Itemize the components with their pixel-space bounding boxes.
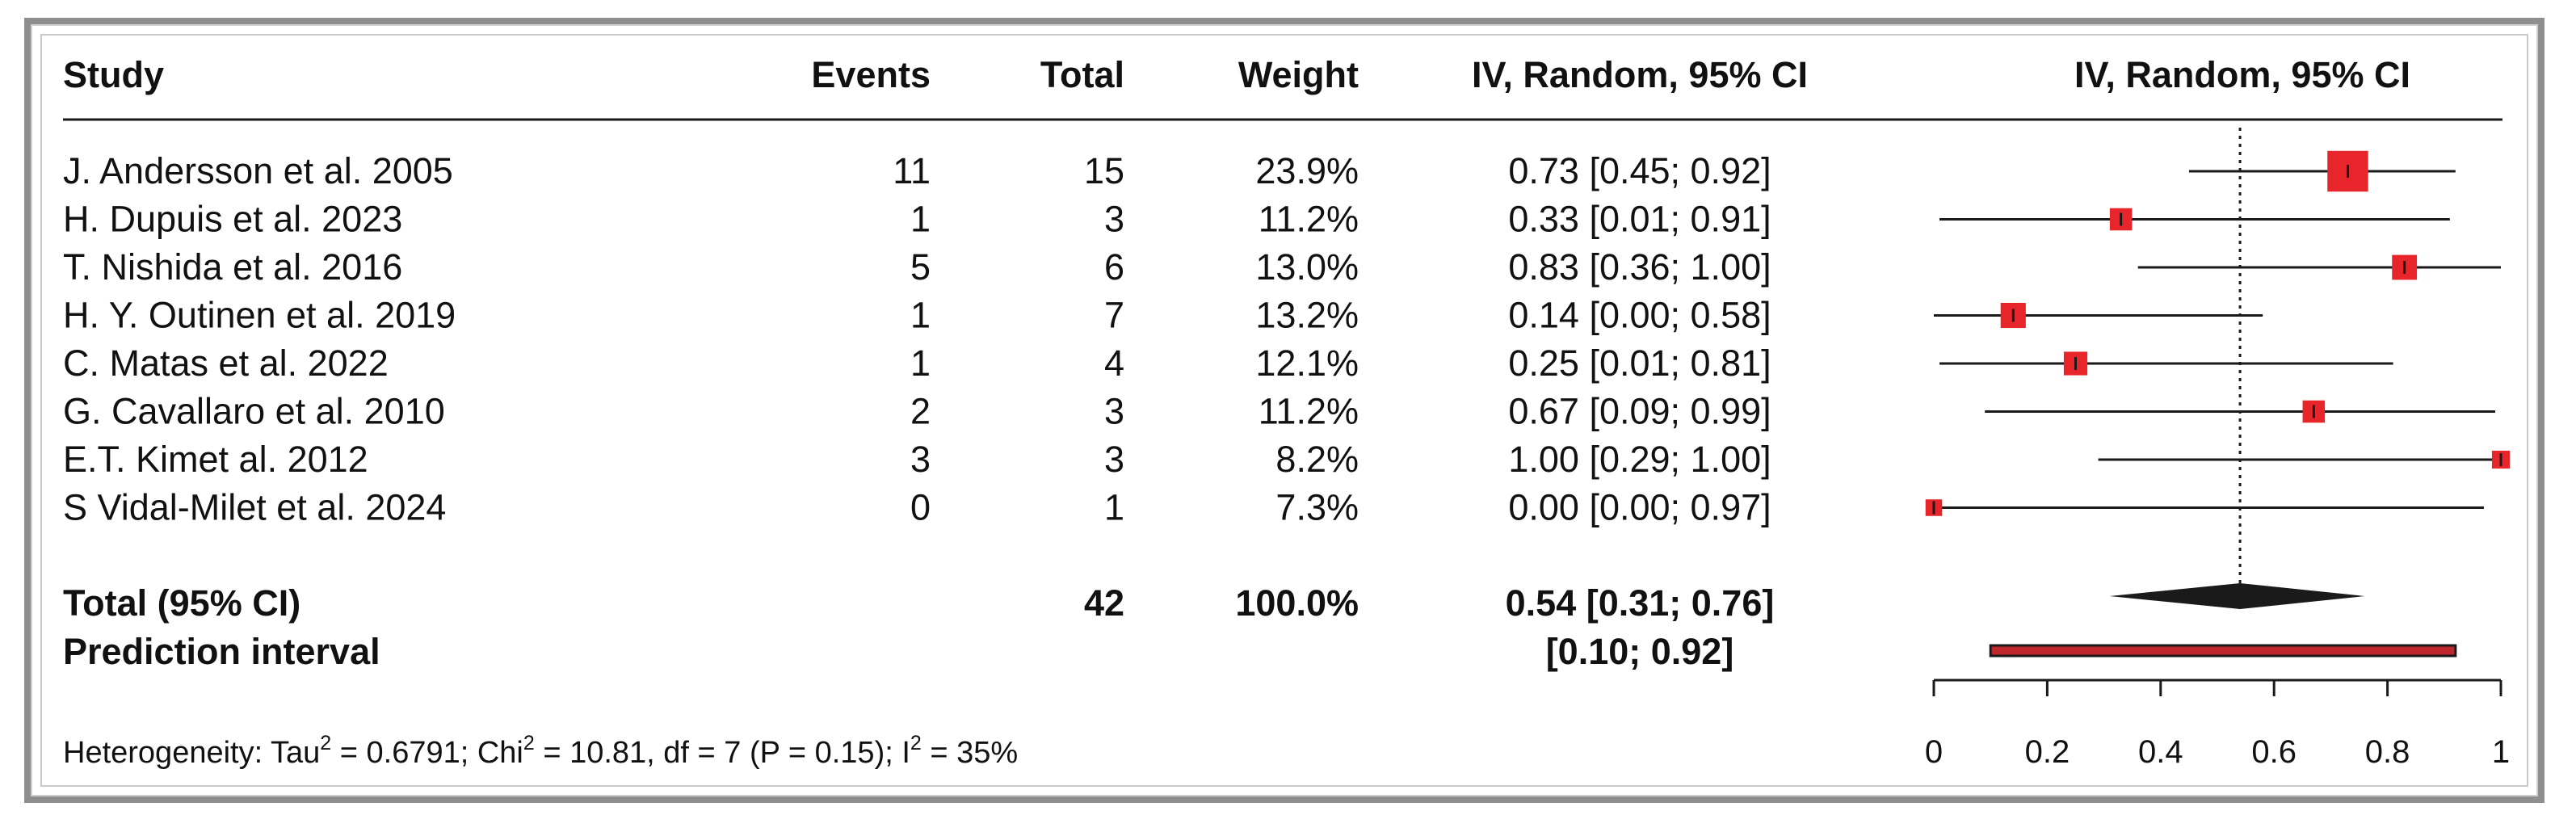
study-events: 11 (893, 150, 931, 191)
header-ci: IV, Random, 95% CI (1472, 54, 1808, 95)
study-weight: 7.3% (1275, 487, 1359, 528)
plot-marks (1925, 128, 2511, 658)
study-ci: 0.14 [0.00; 0.58] (1508, 295, 1771, 336)
study-row: C. Matas et al. 2022 1 4 12.1% 0.25 [0.01; 0… (63, 342, 1771, 384)
het-tau-sup: 2 (320, 732, 331, 754)
study-total: 3 (1104, 391, 1124, 432)
study-ci: 1.00 [0.29; 1.00] (1508, 439, 1771, 480)
study-total: 4 (1104, 342, 1124, 384)
axis-tick-label: 0.2 (2025, 734, 2070, 770)
total-total: 42 (1084, 582, 1124, 624)
study-total: 3 (1104, 199, 1124, 240)
figure-inner-border (40, 34, 2528, 787)
total-label: Total (95% CI) (63, 582, 300, 624)
prediction-row: Prediction interval [0.10; 0.92] (63, 631, 1733, 672)
study-weight: 8.2% (1275, 439, 1359, 480)
total-ci: 0.54 [0.31; 0.76] (1506, 582, 1775, 624)
study-weight: 23.9% (1255, 150, 1359, 191)
study-ci: 0.83 [0.36; 1.00] (1508, 246, 1771, 288)
study-row: G. Cavallaro et al. 2010 2 3 11.2% 0.67 [0.0… (63, 391, 1771, 432)
het-i-val: = 35% (922, 736, 1018, 770)
study-ci: 0.33 [0.01; 0.91] (1508, 199, 1771, 240)
study-total: 15 (1084, 150, 1124, 191)
header-weight: Weight (1238, 54, 1359, 95)
het-i-sup: 2 (910, 732, 922, 754)
study-weight: 13.0% (1255, 246, 1359, 288)
axis-tick-label: 0.6 (2251, 734, 2297, 770)
study-ci: 0.73 [0.45; 0.92] (1508, 150, 1771, 191)
study-name: T. Nishida et al. 2016 (63, 246, 402, 288)
het-tau-val: = 0.6791; Chi (331, 736, 523, 770)
axis-tick-label: 0.8 (2365, 734, 2410, 770)
table-header: Study Events Total Weight IV, Random, 95… (63, 54, 2410, 95)
study-name: J. Andersson et al. 2005 (63, 150, 453, 191)
total-row: Total (95% CI) 42 100.0% 0.54 [0.31; 0.7… (63, 582, 1774, 624)
study-events: 3 (910, 439, 931, 480)
study-total: 6 (1104, 246, 1124, 288)
study-name: G. Cavallaro et al. 2010 (63, 391, 445, 432)
header-events: Events (811, 54, 931, 95)
heterogeneity-text: Heterogeneity: Tau2 = 0.6791; Chi2 = 10.… (63, 732, 1018, 770)
study-weight: 12.1% (1255, 342, 1359, 384)
axis-tick-label: 0 (1925, 734, 1943, 770)
study-rows: J. Andersson et al. 2005 11 15 23.9% 0.73 [0… (63, 150, 1771, 528)
axis-tick-label: 0.4 (2138, 734, 2183, 770)
prediction-ci: [0.10; 0.92] (1546, 631, 1734, 672)
prediction-bar (1989, 644, 2457, 658)
het-chi-sup: 2 (523, 732, 535, 754)
study-weight: 11.2% (1259, 391, 1359, 432)
study-name: S Vidal-Milet et al. 2024 (63, 487, 446, 528)
het-prefix: Heterogeneity: Tau (63, 736, 320, 770)
study-total: 3 (1104, 439, 1124, 480)
het-chi-val: = 10.81, df = 7 (P = 0.15); I (535, 736, 910, 770)
study-weight: 11.2% (1259, 199, 1359, 240)
study-row: T. Nishida et al. 2016 5 6 13.0% 0.83 [0.36;… (63, 246, 1771, 288)
header-study: Study (63, 54, 164, 95)
study-row: H. Y. Outinen et al. 2019 1 7 13.2% 0.14 [0.… (63, 295, 1771, 336)
study-ci: 0.25 [0.01; 0.81] (1508, 342, 1771, 384)
study-name: H. Dupuis et al. 2023 (63, 199, 402, 240)
study-row: J. Andersson et al. 2005 11 15 23.9% 0.73 [0… (63, 150, 1771, 191)
study-events: 1 (910, 199, 931, 240)
study-events: 1 (910, 295, 931, 336)
axis-tick-label: 1 (2492, 734, 2510, 770)
pooled-diamond (2109, 583, 2365, 609)
study-name: H. Y. Outinen et al. 2019 (63, 295, 456, 336)
prediction-label: Prediction interval (63, 631, 380, 672)
header-plot: IV, Random, 95% CI (2074, 54, 2410, 95)
study-total: 1 (1104, 487, 1124, 528)
study-ci: 0.67 [0.09; 0.99] (1508, 391, 1771, 432)
study-ci: 0.00 [0.00; 0.97] (1508, 487, 1771, 528)
header-total: Total (1040, 54, 1124, 95)
total-weight: 100.0% (1235, 582, 1359, 624)
study-total: 7 (1104, 295, 1124, 336)
study-events: 5 (910, 246, 931, 288)
study-name: E.T. Kimet al. 2012 (63, 439, 368, 480)
study-row: H. Dupuis et al. 2023 1 3 11.2% 0.33 [0.01; … (63, 199, 1771, 240)
study-events: 2 (910, 391, 931, 432)
x-axis: 0 0.2 0.4 0.6 0.8 1 (1925, 679, 2510, 770)
study-events: 0 (910, 487, 931, 528)
study-weight: 13.2% (1255, 295, 1359, 336)
study-name: C. Matas et al. 2022 (63, 342, 389, 384)
study-row: S Vidal-Milet et al. 2024 0 1 7.3% 0.00 [0.0… (63, 487, 1771, 528)
study-events: 1 (910, 342, 931, 384)
study-row: E.T. Kimet al. 2012 3 3 8.2% 1.00 [0.29; 1.0… (63, 439, 1771, 480)
